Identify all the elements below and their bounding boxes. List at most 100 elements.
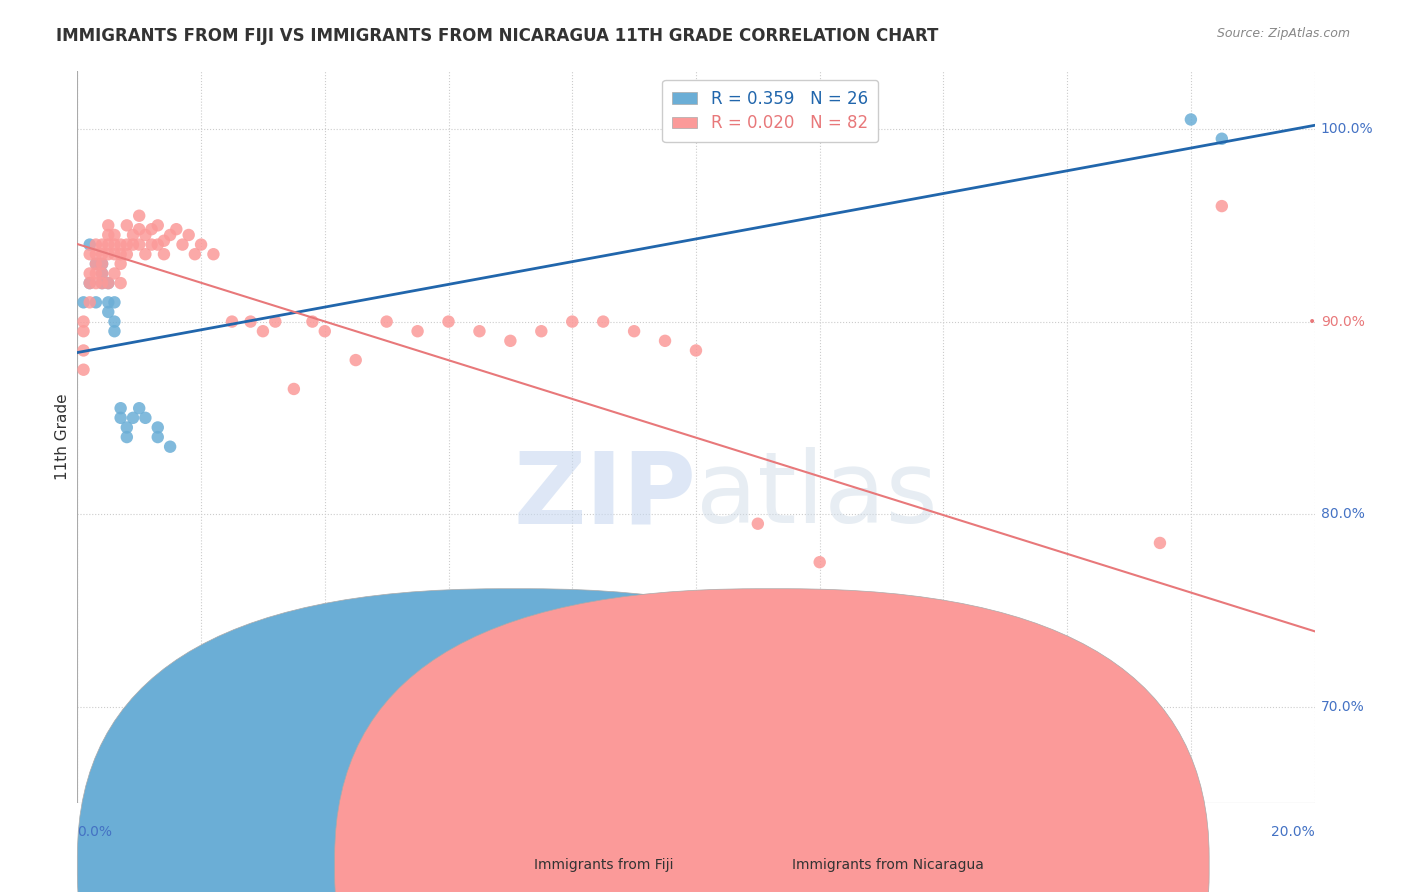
Point <box>141 222 163 236</box>
Point <box>252 324 274 338</box>
Point <box>932 661 955 675</box>
Point <box>530 324 553 338</box>
Legend: R = 0.359   N = 26, R = 0.020   N = 82: R = 0.359 N = 26, R = 0.020 N = 82 <box>662 79 877 143</box>
Text: 70.0%: 70.0% <box>1320 699 1365 714</box>
Point <box>115 247 138 261</box>
Point <box>190 237 212 252</box>
Point <box>97 227 120 242</box>
Point <box>344 353 367 368</box>
Point <box>72 324 94 338</box>
Point <box>1149 536 1171 550</box>
Point <box>72 315 94 329</box>
Point <box>103 267 125 281</box>
Point <box>122 237 145 252</box>
Point <box>314 324 336 338</box>
Point <box>91 267 114 281</box>
Point <box>97 276 120 290</box>
Point <box>91 257 114 271</box>
Point <box>165 222 187 236</box>
Text: •: • <box>1308 315 1316 328</box>
Point <box>110 401 132 416</box>
Y-axis label: 11th Grade: 11th Grade <box>55 393 70 481</box>
Point <box>103 227 125 242</box>
Point <box>437 315 460 329</box>
Point <box>654 334 676 348</box>
Text: 90.0%: 90.0% <box>1320 315 1365 328</box>
Point <box>79 276 101 290</box>
Point <box>84 257 107 271</box>
Point <box>103 237 125 252</box>
Point <box>375 315 398 329</box>
Text: 100.0%: 100.0% <box>1320 122 1374 136</box>
Point <box>134 247 156 261</box>
Point <box>79 237 101 252</box>
Point <box>115 219 138 233</box>
Point <box>685 343 707 358</box>
Point <box>561 315 583 329</box>
Point <box>122 410 145 425</box>
Point <box>97 219 120 233</box>
Point <box>84 267 107 281</box>
Point <box>264 315 287 329</box>
Text: ZIP: ZIP <box>513 447 696 544</box>
Point <box>115 237 138 252</box>
Point <box>97 247 120 261</box>
Point <box>623 324 645 338</box>
Point <box>177 227 200 242</box>
Point <box>91 237 114 252</box>
Text: Immigrants from Nicaragua: Immigrants from Nicaragua <box>792 858 983 872</box>
Point <box>159 440 181 454</box>
Point <box>153 234 176 248</box>
Point <box>79 247 101 261</box>
Text: atlas: atlas <box>696 447 938 544</box>
Point <box>128 222 150 236</box>
Point <box>103 295 125 310</box>
Point <box>91 267 114 281</box>
Point <box>134 410 156 425</box>
Point <box>91 276 114 290</box>
Point <box>870 623 893 637</box>
Point <box>91 247 114 261</box>
Text: Source: ZipAtlas.com: Source: ZipAtlas.com <box>1216 27 1350 40</box>
Point <box>84 237 107 252</box>
Point <box>115 420 138 434</box>
Point <box>146 420 169 434</box>
Point <box>159 227 181 242</box>
Point <box>128 237 150 252</box>
Point <box>202 247 225 261</box>
Point <box>468 324 491 338</box>
Point <box>122 227 145 242</box>
Point <box>79 276 101 290</box>
Point <box>146 430 169 444</box>
Point <box>499 334 522 348</box>
Point <box>1211 132 1233 146</box>
Point <box>184 247 207 261</box>
Point <box>72 295 94 310</box>
Point <box>84 295 107 310</box>
Point <box>97 237 120 252</box>
Point <box>91 276 114 290</box>
Point <box>72 362 94 376</box>
Text: IMMIGRANTS FROM FIJI VS IMMIGRANTS FROM NICARAGUA 11TH GRADE CORRELATION CHART: IMMIGRANTS FROM FIJI VS IMMIGRANTS FROM … <box>56 27 939 45</box>
Point <box>153 247 176 261</box>
Point <box>146 237 169 252</box>
Point <box>239 315 262 329</box>
Point <box>406 324 429 338</box>
Point <box>110 257 132 271</box>
Point <box>1211 199 1233 213</box>
Point <box>97 305 120 319</box>
Point <box>84 276 107 290</box>
Point <box>97 276 120 290</box>
Point <box>128 209 150 223</box>
Point <box>110 276 132 290</box>
Point <box>115 430 138 444</box>
Point <box>103 324 125 338</box>
Point <box>84 257 107 271</box>
Point <box>283 382 305 396</box>
Point <box>172 237 194 252</box>
Point <box>808 555 831 569</box>
Point <box>146 219 169 233</box>
Point <box>79 267 101 281</box>
Point <box>1118 719 1140 733</box>
Point <box>747 516 769 531</box>
